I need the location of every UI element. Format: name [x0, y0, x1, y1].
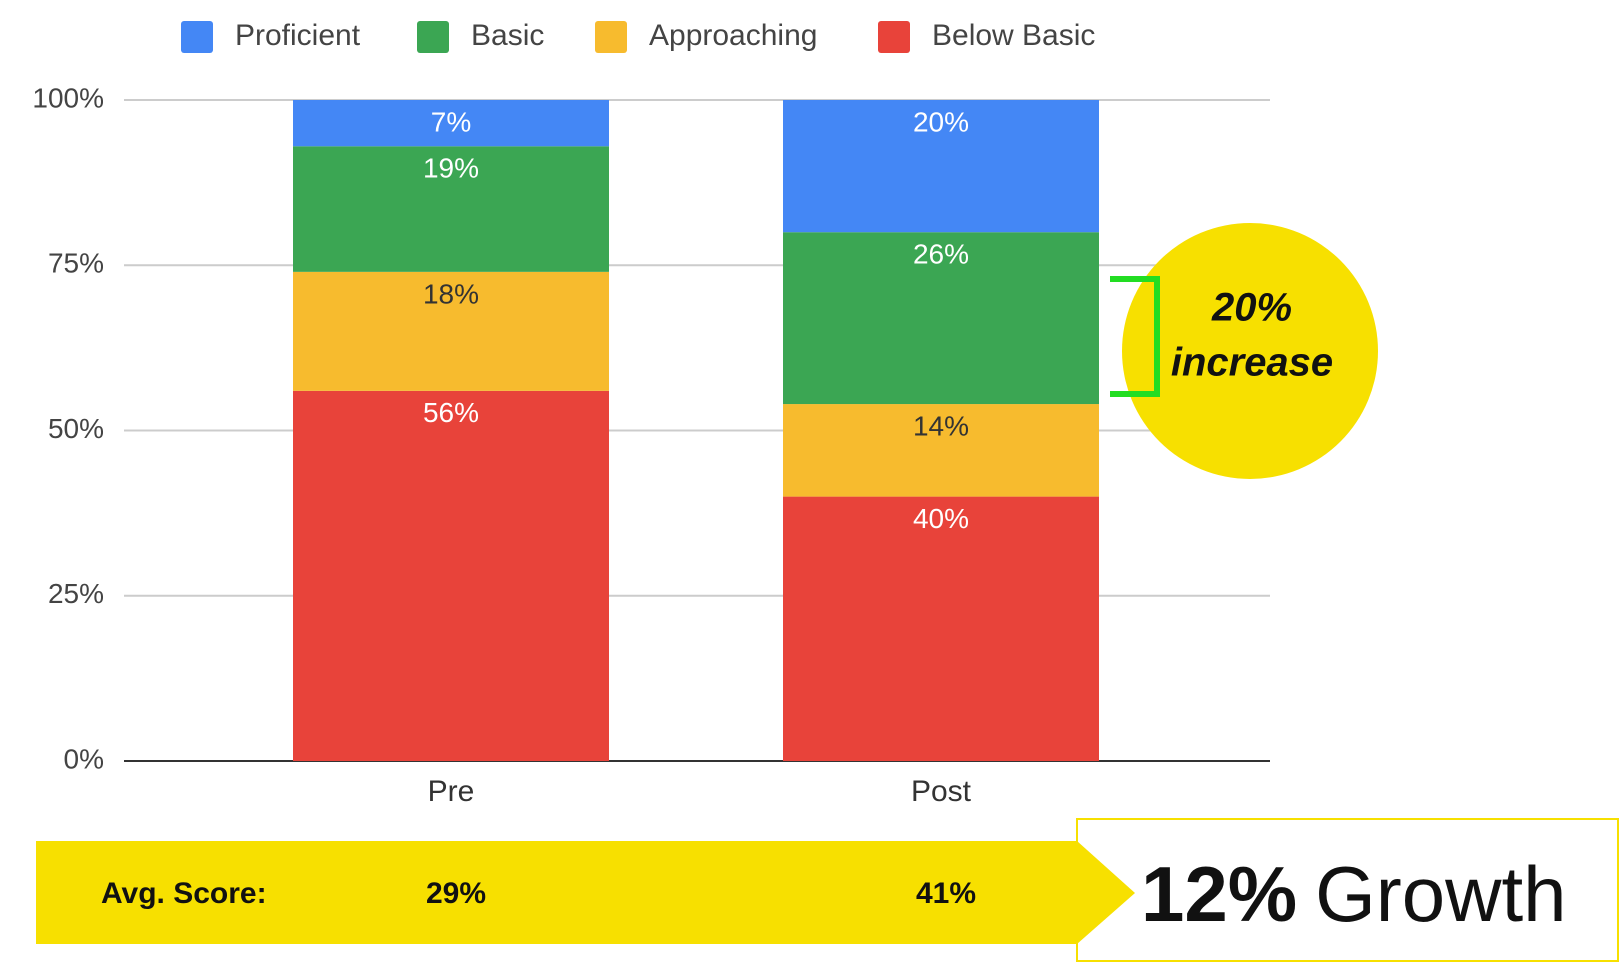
legend-swatch — [417, 21, 449, 53]
growth-label: Growth — [1315, 850, 1566, 938]
bar-segment — [293, 271, 609, 391]
arrow — [1077, 841, 1135, 944]
bar-segment — [293, 390, 609, 761]
annotation-circle — [1122, 223, 1378, 479]
data-label: 56% — [423, 397, 479, 428]
avg-value: 29% — [426, 877, 486, 910]
growth-text: 12% Growth — [1141, 850, 1567, 938]
annotation: 20% — [1211, 286, 1292, 330]
legend-label: Basic — [471, 19, 544, 52]
bar-segment — [783, 404, 1099, 497]
data-label: 20% — [913, 106, 969, 137]
bar-segment — [293, 146, 609, 272]
avg-label: Avg. Score: — [101, 877, 267, 910]
legend-swatch — [878, 21, 910, 53]
legend-label: Proficient — [235, 19, 361, 52]
y-tick-label: 25% — [48, 578, 104, 609]
bar-segment — [293, 100, 609, 147]
legend-swatch — [181, 21, 213, 53]
x-tick-label: Post — [911, 775, 972, 808]
avg-band — [36, 841, 1079, 944]
y-tick-label: 50% — [48, 413, 104, 444]
x-tick-label: Pre — [428, 775, 475, 808]
data-label: 26% — [913, 239, 969, 270]
data-label: 14% — [913, 410, 969, 441]
data-label: 40% — [913, 503, 969, 534]
growth-box — [1076, 818, 1619, 962]
bar-segment — [783, 100, 1099, 233]
legend-swatch — [595, 21, 627, 53]
avg-value: 41% — [916, 877, 976, 910]
bar-segment — [783, 232, 1099, 405]
y-tick-label: 0% — [64, 743, 104, 774]
data-label: 18% — [423, 278, 479, 309]
legend-label: Approaching — [649, 19, 817, 52]
bar-segment — [783, 496, 1099, 761]
data-label: 7% — [431, 106, 471, 137]
annotation: increase — [1171, 341, 1333, 385]
legend-label: Below Basic — [932, 19, 1095, 52]
y-tick-label: 75% — [48, 248, 104, 279]
growth-value: 12% — [1141, 850, 1297, 938]
data-label: 19% — [423, 153, 479, 184]
bracket — [1110, 276, 1160, 397]
y-tick-label: 100% — [32, 82, 104, 113]
